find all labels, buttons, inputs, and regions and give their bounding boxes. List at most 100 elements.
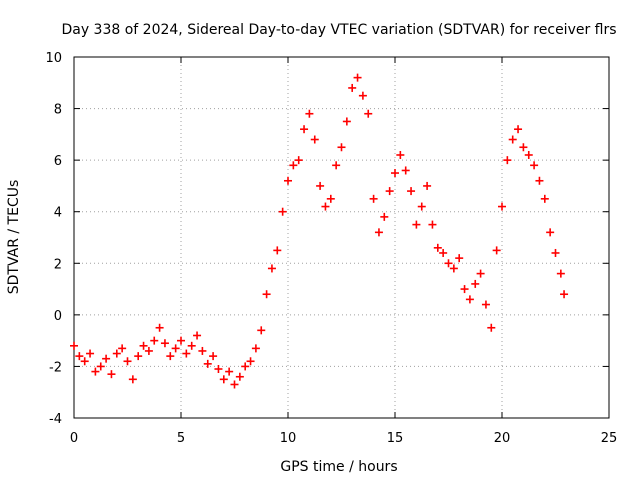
data-point xyxy=(80,357,89,366)
data-point xyxy=(96,362,105,371)
data-point xyxy=(278,207,287,216)
data-point xyxy=(225,367,234,376)
data-point xyxy=(219,375,228,384)
data-point xyxy=(321,202,330,211)
data-point xyxy=(369,194,378,203)
data-point xyxy=(358,91,367,100)
data-point xyxy=(171,344,180,353)
data-point xyxy=(112,349,121,358)
data-point xyxy=(348,83,357,92)
data-point xyxy=(316,181,325,190)
data-point xyxy=(503,156,512,165)
data-point xyxy=(560,290,569,299)
data-point xyxy=(177,336,185,345)
data-point xyxy=(417,202,426,211)
data-point xyxy=(128,375,137,384)
data-point xyxy=(246,357,255,366)
data-point xyxy=(193,331,202,340)
chart-title: Day 338 of 2024, Sidereal Day-to-day VTE… xyxy=(61,22,616,38)
data-point xyxy=(91,367,100,376)
data-point xyxy=(134,352,143,361)
data-point xyxy=(150,336,159,345)
data-point xyxy=(546,228,555,237)
y-tick-label: 8 xyxy=(54,103,62,118)
data-point xyxy=(160,339,169,348)
data-point xyxy=(289,161,298,170)
y-axis-label: SDTVAR / TECUs xyxy=(6,180,22,295)
data-point xyxy=(471,279,480,288)
data-point xyxy=(75,352,84,361)
data-point xyxy=(198,346,207,355)
data-point xyxy=(380,212,389,221)
x-tick-label: 5 xyxy=(177,431,185,446)
data-point xyxy=(492,246,501,255)
data-point xyxy=(310,135,319,144)
data-point xyxy=(70,341,78,350)
data-point xyxy=(187,341,196,350)
data-point xyxy=(353,73,362,82)
data-point xyxy=(514,125,523,134)
plot-frame xyxy=(73,56,610,419)
data-point xyxy=(481,300,490,309)
x-tick-label: 20 xyxy=(494,431,511,446)
data-point xyxy=(107,370,116,379)
data-point xyxy=(267,264,276,273)
data-point xyxy=(182,349,191,358)
data-point xyxy=(524,150,533,159)
data-point xyxy=(535,176,544,185)
data-point xyxy=(551,248,560,257)
data-point xyxy=(391,169,399,178)
data-point xyxy=(102,354,111,363)
data-point xyxy=(439,248,448,257)
data-point xyxy=(455,254,464,263)
data-series xyxy=(70,73,569,389)
x-tick-label: 10 xyxy=(280,431,297,446)
data-point xyxy=(241,362,250,371)
data-point xyxy=(294,156,303,165)
data-point xyxy=(123,357,132,366)
data-point xyxy=(396,150,405,159)
data-point xyxy=(374,228,383,237)
data-point xyxy=(118,344,127,353)
data-point xyxy=(508,135,517,144)
data-point xyxy=(166,352,175,361)
data-point xyxy=(401,166,410,175)
data-point xyxy=(209,352,218,361)
data-point xyxy=(407,187,416,196)
data-point xyxy=(262,290,271,299)
data-point xyxy=(444,259,453,268)
data-point xyxy=(412,220,421,229)
data-point xyxy=(257,326,266,335)
y-tick-label: 0 xyxy=(54,309,62,324)
data-point xyxy=(385,187,394,196)
data-point xyxy=(423,181,432,190)
y-tick-label: -4 xyxy=(49,412,62,427)
y-tick-label: 10 xyxy=(45,51,62,66)
x-axis-label: GPS time / hours xyxy=(280,459,397,475)
data-point xyxy=(530,161,539,170)
data-point xyxy=(284,176,292,185)
data-point xyxy=(305,109,314,118)
data-point xyxy=(214,365,223,374)
data-point xyxy=(540,194,549,203)
data-point xyxy=(519,143,528,152)
data-point xyxy=(144,346,153,355)
data-point xyxy=(155,323,164,332)
data-point xyxy=(428,220,437,229)
data-point xyxy=(235,372,244,381)
y-tick-label: 6 xyxy=(54,154,62,169)
data-point xyxy=(342,117,351,126)
data-point xyxy=(86,349,95,358)
data-point xyxy=(251,344,260,353)
data-point xyxy=(337,143,346,152)
data-point xyxy=(300,125,309,134)
data-point xyxy=(364,109,373,118)
y-tick-label: 4 xyxy=(54,206,62,221)
data-point xyxy=(487,323,496,332)
data-point xyxy=(139,341,148,350)
x-tick-label: 0 xyxy=(70,431,78,446)
axis-ticks: 0 5 10 15 20 25 -4 -2 0 2 4 6 8 10 xyxy=(45,51,617,446)
data-point xyxy=(433,243,442,252)
data-point xyxy=(332,161,341,170)
